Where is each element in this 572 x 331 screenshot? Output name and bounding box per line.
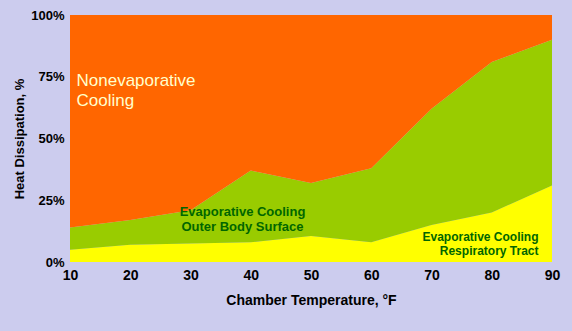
svg-text:40: 40 — [243, 267, 259, 283]
svg-text:25%: 25% — [38, 193, 64, 208]
svg-text:75%: 75% — [38, 69, 64, 84]
svg-text:0%: 0% — [46, 255, 65, 270]
svg-text:70: 70 — [424, 267, 440, 283]
svg-text:Evaporative CoolingRespiratory: Evaporative CoolingRespiratory Tract — [422, 230, 538, 258]
svg-text:Heat Dissipation, %: Heat Dissipation, % — [12, 78, 27, 199]
svg-text:20: 20 — [123, 267, 139, 283]
svg-text:NonevaporativeCooling: NonevaporativeCooling — [77, 71, 196, 110]
svg-text:60: 60 — [364, 267, 380, 283]
svg-text:Evaporative CoolingOuter Body: Evaporative CoolingOuter Body Surface — [180, 204, 306, 234]
svg-text:90: 90 — [545, 267, 561, 283]
svg-text:30: 30 — [183, 267, 199, 283]
svg-text:10: 10 — [63, 267, 79, 283]
svg-text:Chamber Temperature, °F: Chamber Temperature, °F — [226, 292, 397, 308]
svg-text:100%: 100% — [31, 8, 65, 23]
svg-text:50%: 50% — [38, 131, 64, 146]
svg-text:50: 50 — [304, 267, 320, 283]
svg-text:80: 80 — [484, 267, 500, 283]
